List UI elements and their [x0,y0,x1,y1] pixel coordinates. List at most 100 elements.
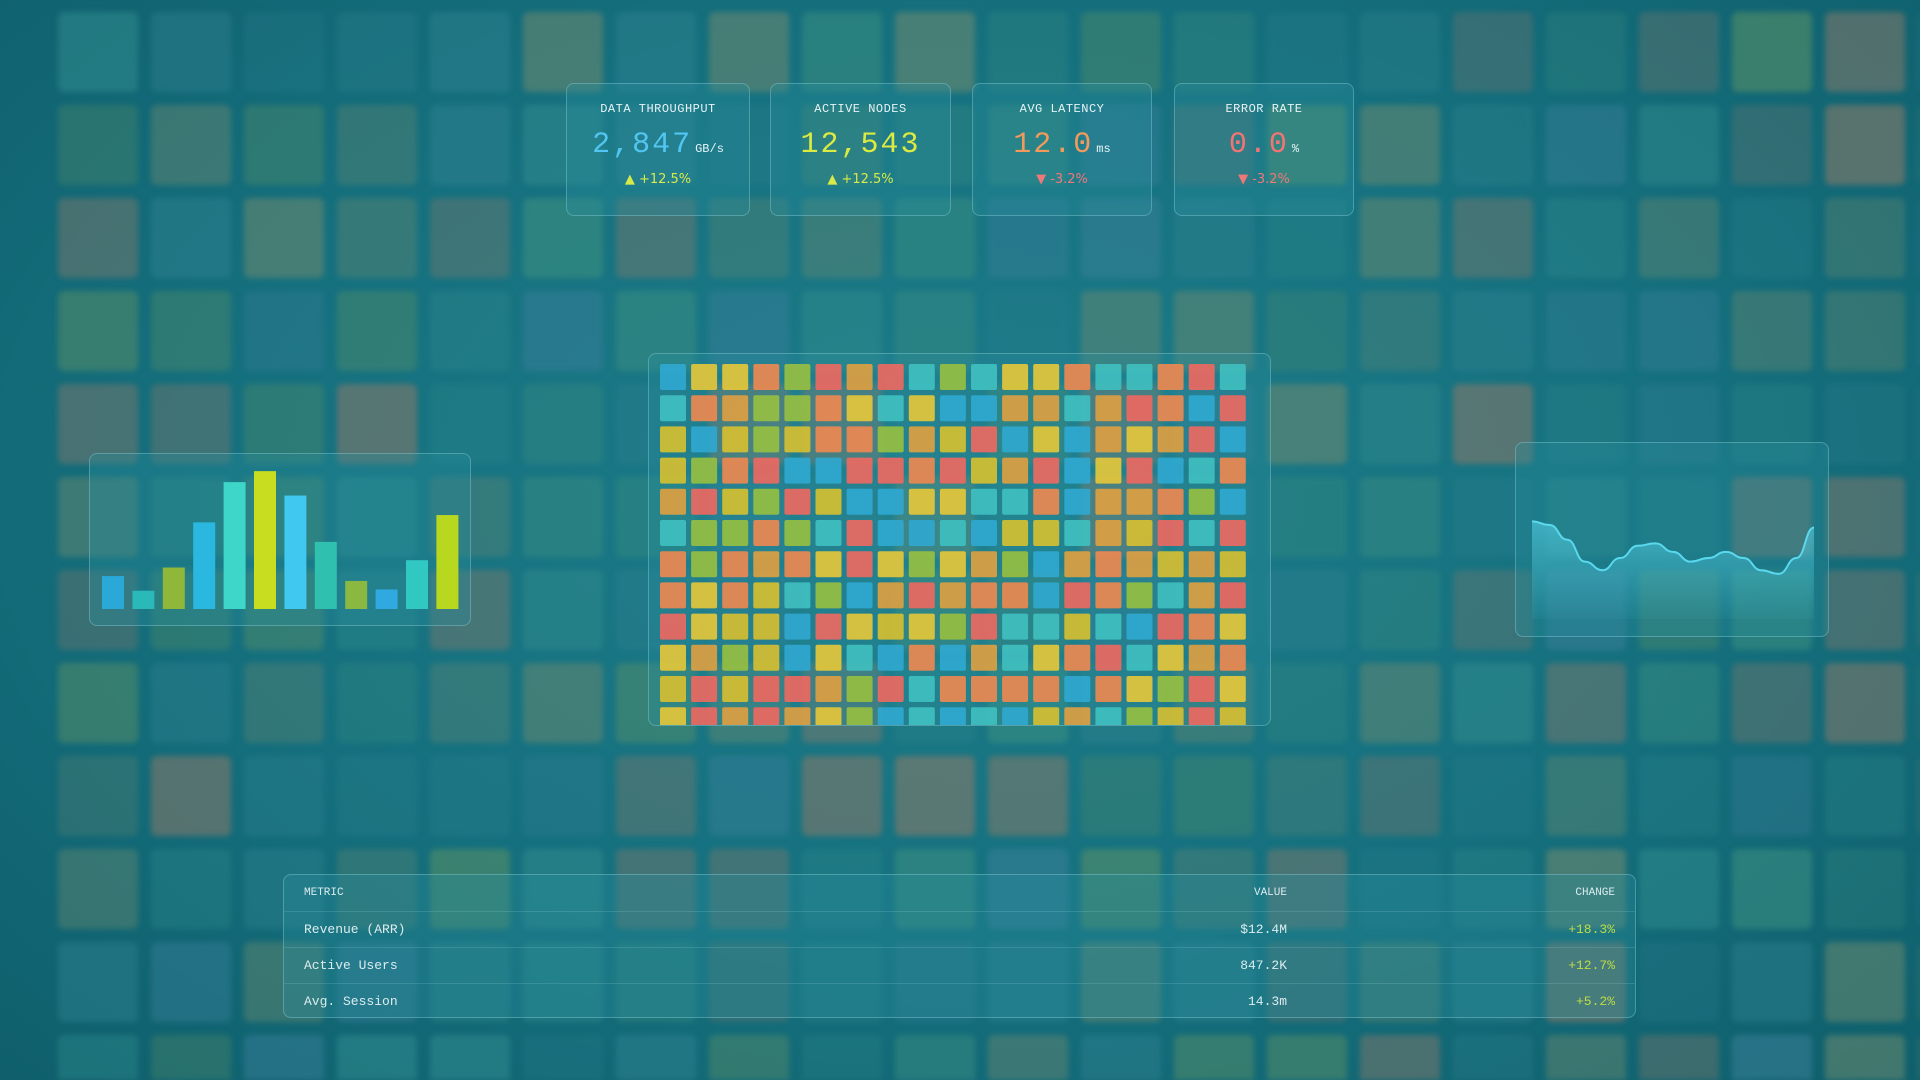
bg-tile [58,663,138,743]
heat-cell [815,613,842,640]
bg-tile [1639,384,1719,464]
kpi-change: ▲ +12.5% [624,172,692,187]
bg-tile [151,198,231,278]
bg-tile [802,756,882,836]
heat-cell [1095,395,1122,422]
bar [345,580,368,609]
bg-tile [244,105,324,185]
heat-cell [815,395,842,422]
heat-cell [971,613,997,640]
kpi-unit: GB/s [695,142,724,156]
bg-tile [523,570,603,650]
heat-cell [815,457,842,484]
bg-tile [1360,291,1440,371]
heat-cell [846,613,873,640]
heat-cell [1002,364,1029,390]
metrics-table: METRIC VALUE CHANGE Revenue (ARR) $12.4M +18.… [283,874,1636,1018]
heat-cell [1064,426,1091,453]
bg-tile [802,849,882,929]
bg-tile [1360,477,1440,557]
bg-tile [1825,477,1905,557]
heat-cell [1033,582,1060,609]
heat-cell [784,457,811,484]
heat-cell [660,426,686,453]
heat-cell [877,551,904,578]
heat-cell [1064,707,1091,725]
heat-cell [1033,520,1060,546]
heat-cell [1033,676,1060,702]
heat-cell [971,676,997,702]
heat-cell [722,364,749,390]
bg-tile [1639,477,1719,557]
heat-cell [1157,551,1184,578]
heat-cell [1219,676,1246,702]
heat-cell [971,551,997,578]
heat-cell [1157,488,1184,515]
bg-tile [523,942,603,1022]
bg-tile [709,756,789,836]
heat-cell [939,488,966,515]
heat-cell [753,457,780,484]
table-header: METRIC VALUE CHANGE [284,877,1635,913]
bg-tile [802,291,882,371]
bg-tile [1174,1035,1254,1080]
heat-cell [908,426,935,453]
bar [284,495,307,609]
heat-cell [1188,582,1215,609]
heat-cell [784,426,811,453]
bg-tile [337,198,417,278]
bg-tile [1081,756,1161,836]
heat-cell [1126,488,1153,515]
bg-tile [1453,198,1533,278]
heat-cell [939,520,966,546]
bg-tile [58,756,138,836]
heat-cell [939,676,966,702]
heat-cell [753,364,780,390]
heat-cell [1188,613,1215,640]
bg-tile [1360,105,1440,185]
heat-cell [1095,457,1122,484]
bg-tile [58,291,138,371]
heat-cell [939,551,966,578]
heat-cell [815,582,842,609]
heat-cell [1157,582,1184,609]
heat-cell [971,488,997,515]
bg-tile [1825,105,1905,185]
bg-tile [709,105,789,185]
heat-cell [1126,426,1153,453]
heat-cell [846,457,873,484]
heat-cell [971,582,997,609]
heat-cell [1157,613,1184,640]
bg-tile [1639,849,1719,929]
heat-cell [722,676,749,702]
heat-cell [722,520,749,546]
heat-cell [660,551,686,578]
bg-tile [1453,756,1533,836]
bg-tile [1453,384,1533,464]
heat-cell [971,707,997,725]
bg-tile [337,942,417,1022]
heat-cell [660,488,686,515]
heat-cell [1095,364,1122,390]
bg-tile [151,942,231,1022]
bg-tile [151,12,231,92]
heat-cell [660,676,686,702]
heat-cell [784,613,811,640]
table-cell: Active Users [304,958,398,973]
heat-cell [1126,520,1153,546]
heat-cell [1126,644,1153,671]
bg-tile [151,663,231,743]
bg-tile [1825,198,1905,278]
heat-cell [753,582,780,609]
kpi-change: ▼ -3.2% [1036,172,1088,187]
heat-cell [1219,520,1246,546]
heat-cell [846,426,873,453]
header-cell: METRIC [304,887,344,899]
bg-tile [1453,291,1533,371]
heat-cell [1095,676,1122,702]
heat-cell [1002,582,1029,609]
heat-cell [722,426,749,453]
heat-cell [1219,644,1246,671]
heat-cell [1157,520,1184,546]
heat-cell [846,644,873,671]
